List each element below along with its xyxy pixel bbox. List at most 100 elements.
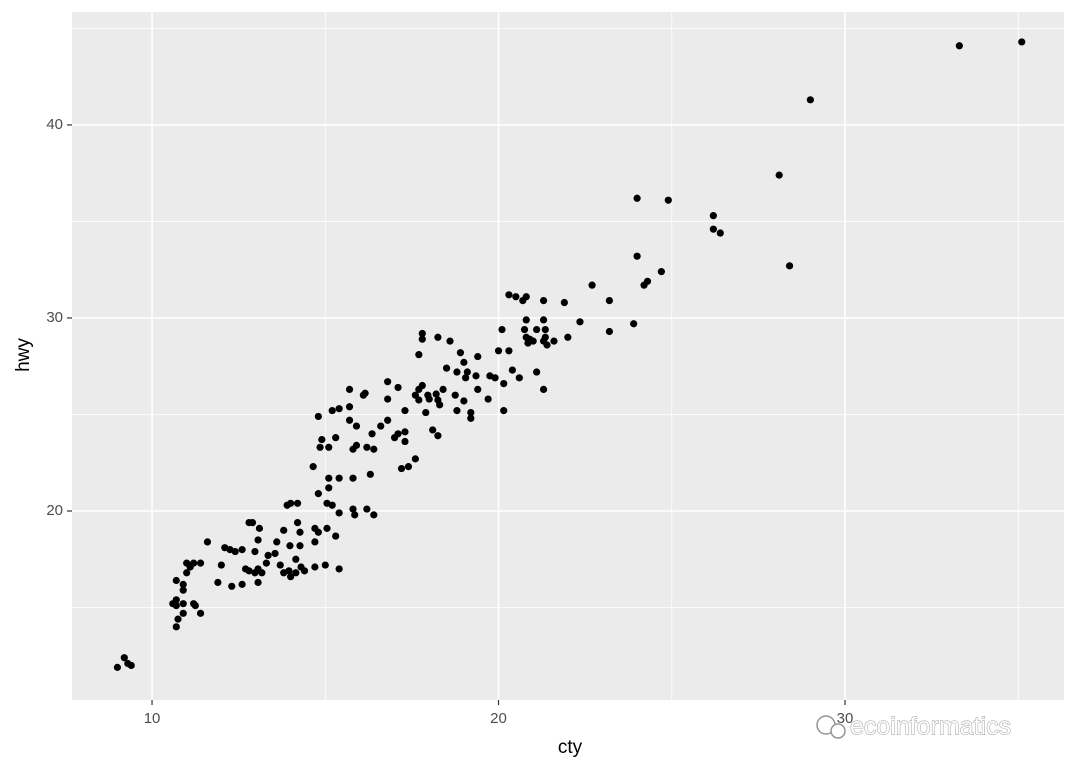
- point: [296, 528, 304, 536]
- point: [179, 586, 187, 594]
- point: [422, 408, 430, 417]
- point: [120, 654, 128, 662]
- point: [785, 262, 794, 270]
- point: [174, 615, 182, 623]
- watermark-icon: [830, 723, 846, 739]
- point: [287, 499, 295, 507]
- point: [335, 474, 343, 482]
- point: [318, 435, 326, 444]
- point: [196, 609, 205, 617]
- point: [203, 538, 212, 546]
- point: [472, 372, 480, 380]
- point: [309, 463, 317, 471]
- point: [605, 296, 614, 305]
- point: [397, 464, 406, 473]
- point: [404, 463, 413, 471]
- point: [254, 578, 262, 587]
- point: [262, 559, 270, 567]
- point: [251, 547, 259, 556]
- point: [539, 296, 548, 305]
- point: [316, 443, 324, 451]
- point: [245, 567, 253, 575]
- point: [286, 542, 294, 550]
- point: [401, 428, 409, 436]
- y-axis-title: hwy: [13, 338, 34, 372]
- point: [255, 524, 264, 532]
- point: [368, 430, 376, 438]
- point: [500, 380, 508, 388]
- point: [453, 368, 461, 376]
- point: [258, 569, 266, 577]
- point: [384, 395, 392, 403]
- point: [172, 623, 180, 631]
- point: [335, 565, 343, 573]
- point-layer: [113, 38, 1026, 671]
- point: [453, 407, 461, 415]
- point: [541, 333, 549, 341]
- point: [709, 212, 717, 220]
- point: [370, 445, 378, 453]
- point: [191, 602, 199, 610]
- axis-layer: 10 20 30 20 30 40: [46, 116, 853, 727]
- point: [314, 490, 322, 498]
- point: [401, 407, 409, 415]
- point: [508, 366, 516, 374]
- point: [113, 663, 121, 671]
- point: [293, 518, 302, 527]
- point: [349, 474, 357, 482]
- point: [418, 335, 426, 343]
- point: [254, 536, 262, 544]
- point: [418, 329, 426, 338]
- point: [633, 252, 641, 260]
- point: [550, 337, 558, 345]
- point: [394, 383, 402, 392]
- point: [564, 333, 572, 341]
- point: [588, 281, 596, 289]
- point: [196, 559, 205, 567]
- point: [539, 316, 548, 324]
- point: [292, 569, 300, 577]
- x-tick-label: 30: [837, 710, 854, 727]
- point: [328, 501, 336, 509]
- point: [370, 511, 378, 519]
- point: [384, 378, 392, 386]
- point: [276, 561, 284, 569]
- point: [491, 374, 499, 382]
- point: [183, 569, 191, 577]
- point: [463, 368, 471, 376]
- point: [411, 455, 419, 463]
- point: [335, 405, 343, 413]
- point: [462, 374, 470, 382]
- point: [446, 337, 454, 345]
- point: [172, 576, 180, 585]
- point: [415, 396, 423, 404]
- point: [363, 505, 371, 513]
- point: [434, 432, 442, 440]
- point: [384, 416, 392, 424]
- point: [293, 499, 302, 507]
- y-tick-label: 30: [46, 309, 63, 326]
- point: [321, 561, 329, 569]
- point: [292, 555, 300, 563]
- point: [127, 661, 135, 670]
- point: [264, 551, 272, 560]
- x-tick-label: 10: [144, 710, 161, 727]
- point: [505, 347, 513, 355]
- point: [533, 368, 541, 376]
- point: [460, 397, 468, 405]
- point: [172, 602, 180, 610]
- point: [434, 333, 442, 341]
- point: [273, 538, 281, 546]
- point: [231, 547, 239, 556]
- point: [345, 403, 354, 411]
- point: [311, 538, 319, 546]
- point: [228, 582, 236, 590]
- point: [332, 532, 340, 540]
- point: [543, 341, 551, 349]
- point: [248, 518, 257, 527]
- point: [363, 443, 371, 451]
- point: [522, 316, 530, 324]
- point: [314, 412, 322, 421]
- point: [955, 42, 963, 50]
